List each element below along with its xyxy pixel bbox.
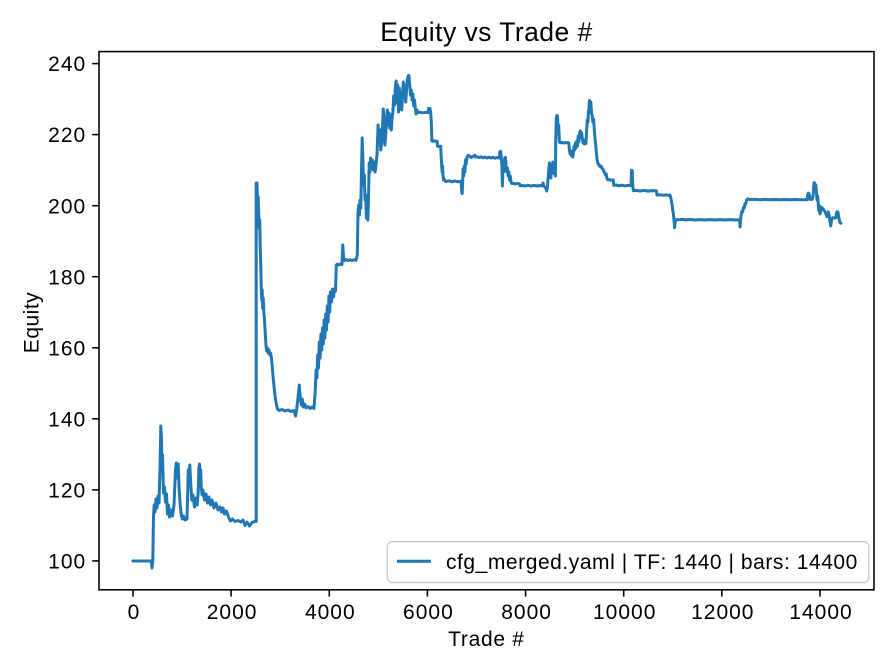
svg-text:120: 120: [48, 480, 86, 503]
svg-text:6000: 6000: [403, 601, 454, 624]
svg-text:14000: 14000: [789, 601, 852, 624]
svg-text:10000: 10000: [593, 601, 656, 624]
svg-text:160: 160: [48, 337, 86, 360]
svg-text:Equity vs Trade #: Equity vs Trade #: [380, 17, 592, 47]
svg-text:140: 140: [48, 408, 86, 431]
svg-text:220: 220: [48, 124, 86, 147]
svg-text:100: 100: [48, 551, 86, 574]
svg-text:cfg_merged.yaml | TF: 1440 | b: cfg_merged.yaml | TF: 1440 | bars: 14400: [446, 551, 858, 574]
svg-text:4000: 4000: [305, 601, 356, 624]
svg-text:180: 180: [48, 266, 86, 289]
svg-text:Trade #: Trade #: [448, 628, 525, 651]
svg-text:0: 0: [128, 601, 141, 624]
svg-text:12000: 12000: [691, 601, 754, 624]
svg-text:2000: 2000: [207, 601, 258, 624]
svg-text:200: 200: [48, 195, 86, 218]
svg-text:Equity: Equity: [21, 292, 44, 353]
svg-text:240: 240: [48, 53, 86, 76]
svg-text:8000: 8000: [501, 601, 552, 624]
